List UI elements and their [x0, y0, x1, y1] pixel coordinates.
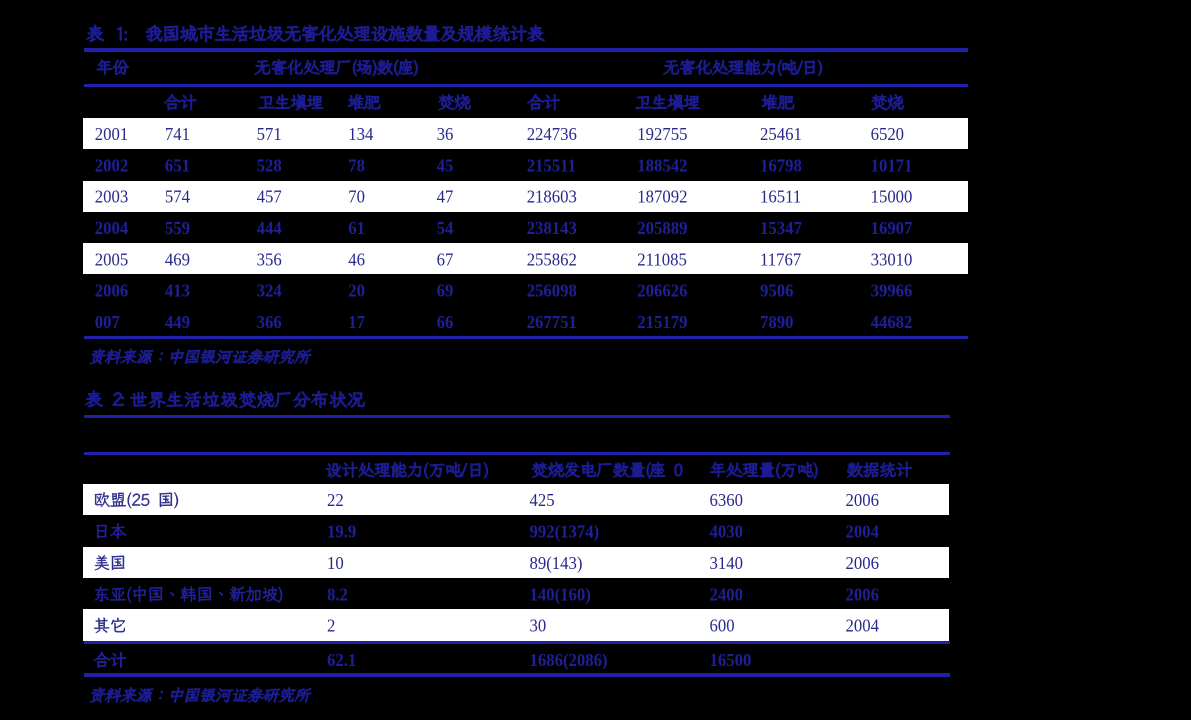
svg-text:11767: 11767: [760, 250, 802, 270]
svg-text:6360: 6360: [710, 490, 743, 510]
svg-text:66: 66: [437, 312, 454, 332]
svg-text:15000: 15000: [871, 187, 913, 207]
svg-text:16798: 16798: [760, 156, 802, 176]
svg-text:651: 651: [165, 156, 190, 176]
svg-text:2003: 2003: [95, 187, 128, 207]
svg-text:16500: 16500: [710, 651, 752, 671]
svg-text:25461: 25461: [760, 125, 802, 145]
svg-text:30: 30: [530, 616, 547, 636]
svg-text:188542: 188542: [637, 156, 687, 176]
svg-text:3140: 3140: [710, 553, 743, 573]
svg-text:007: 007: [95, 312, 120, 332]
svg-text:6520: 6520: [871, 125, 904, 145]
svg-text:134: 134: [348, 125, 373, 145]
svg-text:1686(2086): 1686(2086): [530, 651, 608, 671]
svg-text:356: 356: [257, 250, 282, 270]
svg-text:2006: 2006: [95, 281, 129, 301]
svg-text:449: 449: [165, 312, 190, 332]
svg-text:45: 45: [437, 156, 454, 176]
svg-text:528: 528: [257, 156, 282, 176]
svg-text:444: 444: [257, 219, 282, 239]
svg-text:17: 17: [348, 312, 365, 332]
svg-text:413: 413: [165, 281, 190, 301]
svg-text:215511: 215511: [527, 156, 576, 176]
svg-text:559: 559: [165, 219, 190, 239]
svg-text:62.1: 62.1: [327, 651, 356, 671]
svg-text:61: 61: [348, 219, 365, 239]
svg-text:571: 571: [257, 125, 282, 145]
svg-text:205889: 205889: [637, 219, 688, 239]
svg-text:600: 600: [710, 616, 735, 636]
svg-text:574: 574: [165, 187, 190, 207]
svg-text:140(160): 140(160): [530, 585, 591, 605]
svg-text:78: 78: [348, 156, 365, 176]
svg-text:19.9: 19.9: [327, 522, 357, 542]
svg-text:215179: 215179: [637, 312, 688, 332]
svg-text:67: 67: [437, 250, 454, 270]
svg-text:324: 324: [257, 281, 282, 301]
svg-text:206626: 206626: [637, 281, 688, 301]
svg-text:10: 10: [327, 553, 344, 573]
svg-text:54: 54: [437, 219, 454, 239]
svg-text:89(143): 89(143): [530, 553, 583, 573]
svg-text:36: 36: [437, 125, 454, 145]
svg-text:224736: 224736: [527, 125, 578, 145]
svg-text:2002: 2002: [95, 156, 128, 176]
svg-text:39966: 39966: [871, 281, 913, 301]
svg-text:4030: 4030: [710, 522, 743, 542]
svg-text:2004: 2004: [846, 522, 880, 542]
svg-text:10171: 10171: [871, 156, 913, 176]
svg-text:2006: 2006: [846, 490, 880, 510]
svg-text:187092: 187092: [637, 187, 687, 207]
svg-text:457: 457: [257, 187, 282, 207]
svg-text:33010: 33010: [871, 250, 913, 270]
svg-text:192755: 192755: [637, 125, 687, 145]
svg-text:2004: 2004: [95, 219, 129, 239]
svg-text:238143: 238143: [527, 219, 578, 239]
svg-text:256098: 256098: [527, 281, 578, 301]
svg-text:992(1374): 992(1374): [530, 522, 600, 542]
svg-text:255862: 255862: [527, 250, 577, 270]
svg-text:15347: 15347: [760, 219, 802, 239]
svg-text:46: 46: [348, 250, 365, 270]
svg-text:218603: 218603: [527, 187, 577, 207]
svg-text:9506: 9506: [760, 281, 794, 301]
svg-text:2400: 2400: [710, 585, 743, 605]
svg-text:2005: 2005: [95, 250, 128, 270]
svg-text:16907: 16907: [871, 219, 913, 239]
svg-text:469: 469: [165, 250, 190, 270]
svg-text:69: 69: [437, 281, 454, 301]
svg-text:741: 741: [165, 125, 190, 145]
svg-text:366: 366: [257, 312, 282, 332]
svg-text:8.2: 8.2: [327, 585, 348, 605]
svg-text:2006: 2006: [846, 553, 880, 573]
svg-text:267751: 267751: [527, 312, 577, 332]
svg-text:2: 2: [327, 616, 335, 636]
svg-text:20: 20: [348, 281, 365, 301]
svg-text:2004: 2004: [846, 616, 880, 636]
svg-text:22: 22: [327, 490, 344, 510]
svg-text:44682: 44682: [871, 312, 913, 332]
svg-text:2001: 2001: [95, 125, 128, 145]
svg-text:47: 47: [437, 187, 454, 207]
svg-text:211085: 211085: [637, 250, 687, 270]
svg-text:425: 425: [530, 490, 555, 510]
svg-text:7890: 7890: [760, 312, 793, 332]
svg-text:2006: 2006: [846, 585, 880, 605]
svg-text:16511: 16511: [760, 187, 801, 207]
svg-text:70: 70: [348, 187, 365, 207]
